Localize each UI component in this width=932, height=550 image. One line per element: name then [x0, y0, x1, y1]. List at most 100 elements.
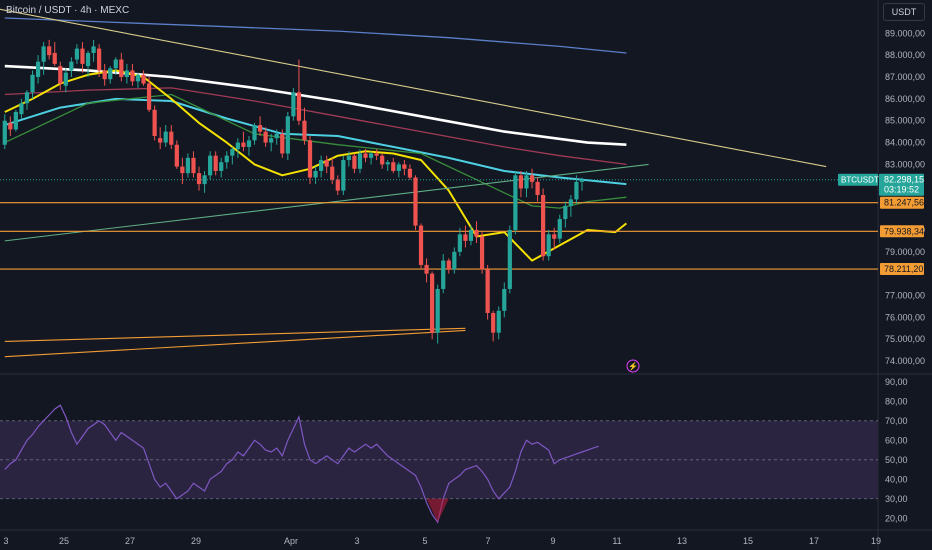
candle-body — [85, 52, 91, 67]
candle-body — [135, 74, 141, 82]
candle-body — [174, 144, 179, 167]
candle-body — [552, 234, 557, 239]
candle-body — [468, 229, 474, 241]
rsi-tick-label: 90,00 — [885, 377, 908, 387]
candle-body — [141, 74, 146, 84]
level-price-label: 81.247,56 — [884, 198, 924, 208]
time-tick-label: 27 — [125, 536, 135, 546]
candle-body — [363, 153, 368, 158]
time-tick-label: 7 — [485, 536, 490, 546]
candle-body — [208, 155, 213, 176]
candle-body — [8, 122, 13, 130]
candle-body — [230, 149, 235, 156]
candle-body — [557, 219, 562, 239]
candle-body — [535, 181, 540, 195]
rsi-tick-label: 50,00 — [885, 455, 908, 465]
candle-body — [119, 59, 124, 77]
candle-body — [124, 70, 129, 77]
candle-body — [69, 61, 74, 71]
level-price-tag — [880, 196, 924, 209]
candle-body — [58, 66, 63, 84]
candle-body — [252, 125, 257, 141]
candle-body — [441, 260, 446, 289]
price-tick-label: 75.000,00 — [885, 334, 925, 344]
candle-body — [446, 260, 451, 270]
candle-body — [524, 175, 529, 189]
candle-body — [546, 234, 551, 257]
candle-body — [541, 195, 546, 257]
price-tick-label: 84.000,00 — [885, 138, 925, 148]
candle-body — [368, 153, 374, 158]
level-price-tag — [880, 263, 924, 276]
time-tick-label: 19 — [871, 536, 881, 546]
candle-body — [108, 68, 113, 80]
candle-body — [24, 92, 30, 104]
candle-body — [196, 173, 202, 185]
candle-body — [113, 59, 118, 69]
candle-body — [213, 155, 218, 171]
time-tick-label: 9 — [550, 536, 555, 546]
price-tick-label: 87.000,00 — [885, 72, 925, 82]
candle-body — [413, 177, 418, 226]
time-tick-label: 25 — [59, 536, 69, 546]
candle-body — [263, 131, 268, 143]
time-tick-label: 11 — [612, 536, 621, 546]
rsi-pane — [0, 404, 878, 524]
price-tick-label: 85.000,00 — [885, 116, 925, 126]
price-tick-label: 74.000,00 — [885, 356, 925, 366]
candle-body — [418, 225, 424, 265]
moving-average-blue — [4, 17, 627, 54]
main-pane — [0, 8, 878, 358]
currency-button[interactable]: USDT — [883, 3, 925, 21]
symbol-tag — [838, 173, 878, 186]
candle-body — [63, 72, 68, 86]
candle-body — [496, 310, 501, 333]
candle-body — [330, 166, 335, 180]
candle-body — [146, 83, 152, 110]
candle-body — [463, 234, 468, 241]
time-tick-label: 13 — [677, 536, 687, 546]
candle-body — [374, 153, 379, 156]
candle-body — [224, 155, 229, 163]
candle-body — [579, 179, 585, 182]
candle-body — [380, 155, 385, 165]
candle-body — [502, 288, 507, 311]
candle-body — [324, 160, 329, 167]
candle-body — [341, 160, 346, 191]
candle-body — [102, 70, 107, 80]
time-tick-label: 3 — [3, 536, 8, 546]
candle-body — [485, 269, 490, 313]
symbol-tag-label: BTCUSDT — [841, 176, 879, 185]
candle-body — [130, 70, 135, 82]
candle-body — [291, 92, 296, 117]
candle-body — [269, 138, 274, 143]
time-tick-label: 3 — [354, 536, 359, 546]
time-tick-label: 15 — [743, 536, 753, 546]
candle-body — [319, 160, 324, 171]
time-tick-label: 5 — [422, 536, 427, 546]
candle-body — [80, 48, 85, 64]
price-tick-label: 79.000,00 — [885, 247, 925, 257]
candle-body — [302, 120, 307, 141]
candle-body — [257, 125, 263, 132]
candle-body — [513, 175, 518, 230]
candle-body — [357, 153, 363, 169]
candle-body — [158, 138, 163, 143]
candle-body — [163, 131, 168, 143]
trend-line — [4, 327, 466, 342]
candle-body — [307, 140, 313, 178]
candle-body — [518, 175, 524, 189]
candle-body — [352, 155, 357, 169]
lightning-marker-icon — [626, 359, 640, 373]
candle-body — [396, 164, 401, 171]
rsi-tick-label: 40,00 — [885, 474, 908, 484]
candle-body — [35, 61, 41, 77]
candle-body — [74, 48, 80, 60]
candle-body — [52, 52, 57, 64]
candle-body — [474, 229, 479, 237]
candle-body — [47, 46, 52, 56]
rsi-tick-label: 30,00 — [885, 494, 908, 504]
candle-body — [507, 229, 512, 289]
